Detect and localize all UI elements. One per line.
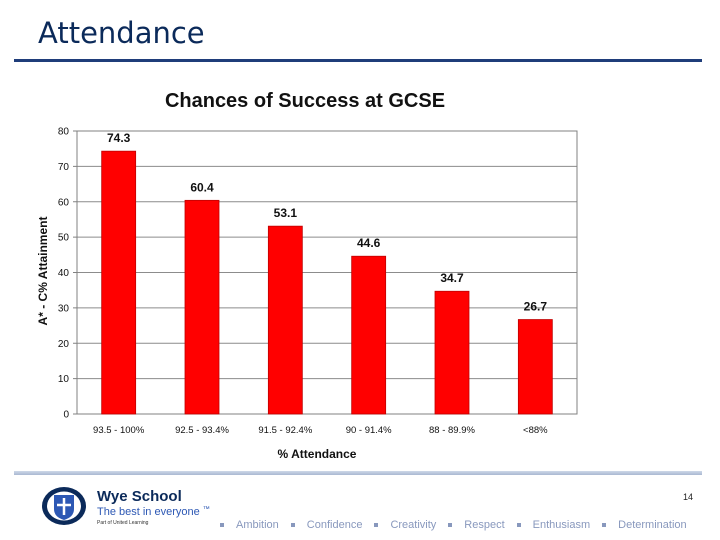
bar [184, 199, 220, 415]
bar-value-label: 26.7 [524, 300, 548, 314]
value-label: Enthusiasm [532, 519, 591, 531]
y-axis: 0 10 20 30 40 50 60 70 80 [58, 127, 77, 421]
bar-chart: Chances of Success at GCSE 0 10 20 30 40 50 60… [0, 75, 720, 470]
school-tagline: The best in everyone ™ [97, 506, 210, 518]
value-item: Ambition [220, 519, 279, 531]
y-tick-label: 80 [58, 127, 70, 138]
chart-title: Chances of Success at GCSE [165, 90, 445, 112]
value-label: Determination [618, 519, 687, 531]
bar [517, 319, 553, 415]
value-label: Confidence [306, 519, 363, 531]
bullet-icon [448, 523, 453, 527]
x-tick-label: 91.5 - 92.4% [258, 425, 312, 436]
y-tick-label: 30 [58, 303, 70, 314]
gridlines [77, 165, 577, 380]
bar [101, 150, 137, 415]
y-tick-label: 20 [58, 339, 70, 350]
bar-value-label: 53.1 [274, 206, 298, 220]
bullet-icon [516, 523, 521, 527]
bullet-icon [290, 523, 295, 527]
bar [267, 225, 303, 415]
school-values: Ambition Confidence Creativity Respect E… [220, 518, 700, 532]
chart-svg: Chances of Success at GCSE 0 10 20 30 40 50 60… [36, 90, 578, 461]
y-axis-title: A* - C% Attainment [36, 217, 50, 326]
school-subtext: Part of United Learning [97, 520, 149, 526]
x-tick-label: 88 - 89.9% [429, 425, 475, 436]
bar-value-label: 44.6 [357, 236, 381, 250]
y-tick-label: 40 [58, 268, 70, 279]
bars [101, 150, 553, 415]
bar-value-label: 34.7 [440, 271, 464, 285]
value-item: Confidence [290, 519, 363, 531]
data-labels: 74.3 60.4 53.1 44.6 34.7 26.7 [107, 131, 547, 313]
bullet-icon [374, 523, 379, 527]
value-label: Ambition [236, 519, 279, 531]
x-axis-title: % Attendance [278, 447, 357, 461]
value-item: Determination [602, 519, 687, 531]
value-item: Creativity [374, 519, 436, 531]
y-tick-label: 0 [63, 410, 69, 421]
y-tick-label: 50 [58, 233, 70, 244]
x-tick-label: 93.5 - 100% [93, 425, 145, 436]
trademark-mark: ™ [202, 506, 210, 513]
page-number: 14 [683, 492, 694, 502]
bar-value-label: 74.3 [107, 131, 131, 145]
bar-value-label: 60.4 [190, 180, 214, 194]
bar [351, 255, 387, 415]
bar [434, 290, 470, 415]
value-label: Creativity [390, 519, 437, 531]
value-item: Respect [448, 519, 505, 531]
title-divider [14, 59, 702, 62]
x-tick-label: 90 - 91.4% [346, 425, 392, 436]
y-tick-label: 70 [58, 162, 70, 173]
x-tick-label: 92.5 - 93.4% [175, 425, 229, 436]
y-tick-label: 10 [58, 374, 70, 385]
footer-divider [14, 471, 702, 475]
x-axis: 93.5 - 100% 92.5 - 93.4% 91.5 - 92.4% 90 - … [93, 425, 548, 436]
school-name: Wye School [97, 488, 182, 505]
value-item: Enthusiasm [516, 519, 591, 531]
value-label: Respect [464, 519, 505, 531]
tagline-text: The best in everyone [97, 506, 200, 518]
school-crest-icon [42, 487, 86, 525]
x-tick-label: <88% [523, 425, 548, 436]
page-title: Attendance [38, 16, 205, 50]
y-tick-label: 60 [58, 197, 70, 208]
bullet-icon [602, 523, 607, 527]
bullet-icon [220, 523, 224, 527]
